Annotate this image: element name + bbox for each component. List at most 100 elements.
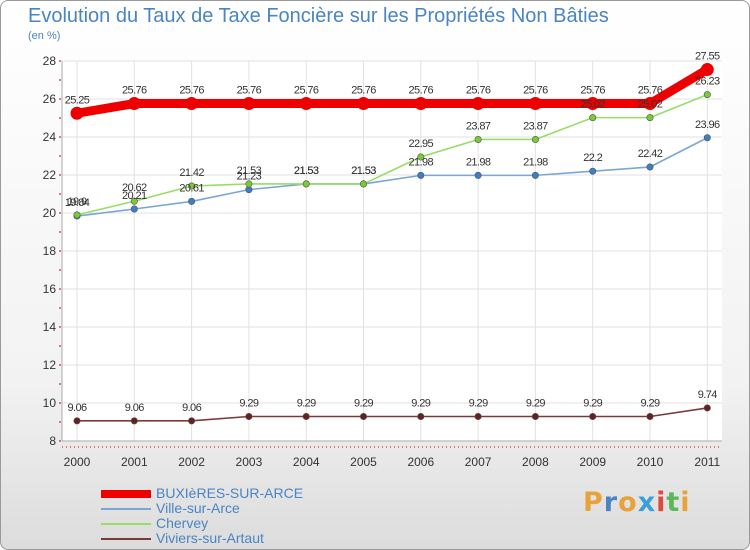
data-label-ville-sur-arce: 19.84 [65,197,90,209]
y-tick-label: 22 [43,168,57,182]
data-point-viviers [646,412,654,420]
legend-swatch-chervey [101,523,151,525]
data-label-chervey: 21.42 [179,167,204,179]
y-tick-label: 28 [43,54,57,68]
x-tick-label: 2003 [236,455,263,469]
data-point-buxieres [127,97,141,111]
y-minor-tick [59,193,61,195]
data-label-buxieres: 25.76 [409,85,434,97]
data-point-buxieres [299,97,313,111]
data-point-viviers [531,412,539,420]
x-tick-label: 2009 [579,455,606,469]
data-point-buxieres [414,97,428,111]
data-point-viviers [188,417,196,425]
y-tick-label: 8 [49,434,56,448]
data-label-viviers: 9.29 [469,397,488,409]
x-tick-label: 2006 [407,455,434,469]
data-label-chervey: 25.02 [580,99,605,111]
y-minor-tick [59,212,61,214]
legend-item-viviers: Viviers-sur-Artaut [101,530,361,546]
data-point-viviers [589,412,597,420]
y-minor-tick [59,326,61,328]
data-point-buxieres [700,63,714,77]
data-label-ville-sur-arce: 20.21 [122,190,147,202]
data-label-viviers: 9.29 [297,397,316,409]
y-minor-tick [59,269,61,271]
x-tick-label: 2001 [121,455,148,469]
data-point-ville-sur-arce [589,167,597,175]
data-label-buxieres: 25.76 [237,85,262,97]
x-tick-label: 2005 [350,455,377,469]
data-label-viviers: 9.29 [526,397,545,409]
x-tick-label: 2011 [694,455,720,469]
data-point-viviers [302,412,310,420]
data-point-chervey [703,91,711,99]
data-point-ville-sur-arce [188,197,196,205]
data-label-buxieres: 25.76 [294,85,319,97]
data-label-viviers: 9.29 [354,397,373,409]
data-point-chervey [589,114,597,122]
data-label-chervey: 20.62 [122,182,147,194]
data-label-viviers: 9.06 [182,402,201,414]
data-point-viviers [73,417,81,425]
y-tick-label: 20 [43,206,57,220]
data-point-buxieres [586,97,600,111]
y-minor-tick [59,136,61,138]
y-minor-tick [59,60,61,62]
logo-letter: o [618,487,638,518]
legend-label-chervey: Chervey [156,515,209,531]
data-point-buxieres [185,97,199,111]
y-tick-label: 26 [43,92,57,106]
legend-item-ville-sur-arce: Ville-sur-Arce [101,500,361,516]
data-label-ville-sur-arce: 21.53 [294,165,319,177]
y-minor-tick [59,250,61,252]
series-line-viviers [76,407,709,422]
logo-letter: i [656,487,667,518]
y-tick-label: 16 [43,282,57,296]
data-point-ville-sur-arce [531,171,539,179]
logo-letter: i [680,487,691,518]
y-axis-unit: (en %) [28,30,61,42]
data-label-chervey: 26.23 [695,76,720,88]
legend-swatch-buxieres [101,490,151,498]
legend-swatch-ville-sur-arce [101,508,151,510]
data-label-ville-sur-arce: 21.98 [523,156,548,168]
data-point-buxieres [70,106,84,120]
data-label-chervey: 19.9 [67,196,86,208]
y-minor-tick [59,288,61,290]
legend-label-ville-sur-arce: Ville-sur-Arce [156,500,240,516]
y-minor-tick [59,117,61,119]
data-point-ville-sur-arce [646,163,654,171]
data-label-viviers: 9.74 [698,389,717,401]
legend-swatch-viviers [101,538,151,540]
y-tick-label: 10 [43,396,57,410]
x-tick-label: 2008 [522,455,549,469]
data-label-buxieres: 27.55 [695,51,720,63]
data-label-viviers: 9.06 [67,402,86,414]
data-label-ville-sur-arce: 21.98 [466,156,491,168]
data-label-buxieres: 25.76 [466,85,491,97]
line-chart: 8 10 12 14 16 18 20 22 24 26 28 2000 2001 2002 2003 200… [43,51,722,469]
data-point-chervey [73,211,81,219]
data-label-ville-sur-arce: 20.61 [179,182,204,194]
data-label-ville-sur-arce: 21.98 [409,156,434,168]
y-minor-tick [59,383,61,385]
data-label-buxieres: 25.76 [351,85,376,97]
data-point-chervey [417,153,425,161]
x-tick-label: 2007 [465,455,492,469]
data-label-viviers: 9.06 [125,402,144,414]
data-label-buxieres: 25.76 [638,85,663,97]
data-label-chervey: 23.87 [523,120,548,132]
data-label-buxieres: 25.76 [179,85,204,97]
data-point-ville-sur-arce [130,205,138,213]
data-label-buxieres: 25.25 [65,94,90,106]
series-line-ville-sur-arce [76,136,709,217]
data-label-buxieres: 25.76 [523,85,548,97]
y-minor-tick [59,402,61,404]
data-point-viviers [245,412,253,420]
y-minor-tick [59,155,61,157]
data-label-chervey: 22.95 [409,138,434,150]
logo-letter: t [666,487,681,518]
legend: BUXIèRES-SUR-ARCE Ville-sur-Arce Chervey… [101,485,361,546]
